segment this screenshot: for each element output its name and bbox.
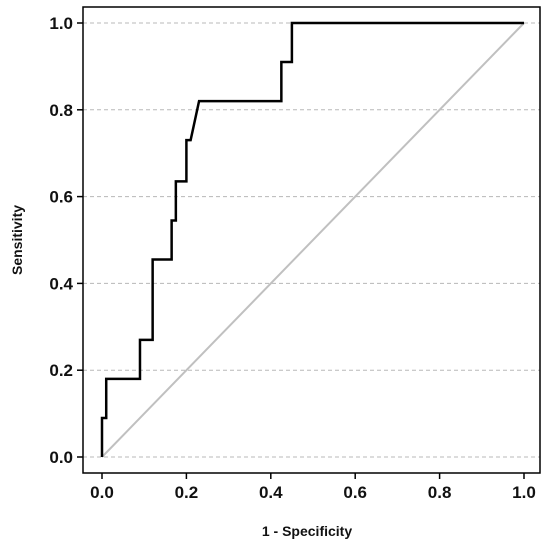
y-axis-title: Sensitivity: [9, 205, 25, 275]
diagonal-reference-line: [101, 22, 525, 458]
y-tick-label: 1.0: [49, 14, 73, 33]
tick-layer: 0.0 0.2 0.4 0.6 0.8 1.0 0.0 0.2 0.4 0.6 0.8 1.0: [49, 14, 535, 502]
y-tick-label: 0.2: [49, 361, 73, 380]
x-axis-title: 1 - Specificity: [262, 523, 352, 539]
y-tick-label: 0.0: [49, 448, 73, 467]
roc-curve-line: [100, 21, 524, 457]
y-tick-label: 0.8: [49, 101, 73, 120]
x-tick-label: 0.6: [343, 483, 367, 502]
series-layer: [100, 21, 525, 458]
y-tick-label: 0.6: [49, 188, 73, 207]
grid-layer: [83, 22, 540, 458]
x-tick-label: 0.4: [259, 483, 283, 502]
x-tick-label: 1.0: [512, 483, 536, 502]
x-tick-label: 0.8: [428, 483, 452, 502]
x-tick-label: 0.0: [90, 483, 114, 502]
x-tick-label: 0.2: [175, 483, 199, 502]
plot-frame: [82, 6, 541, 474]
y-tick-label: 0.4: [49, 274, 73, 293]
